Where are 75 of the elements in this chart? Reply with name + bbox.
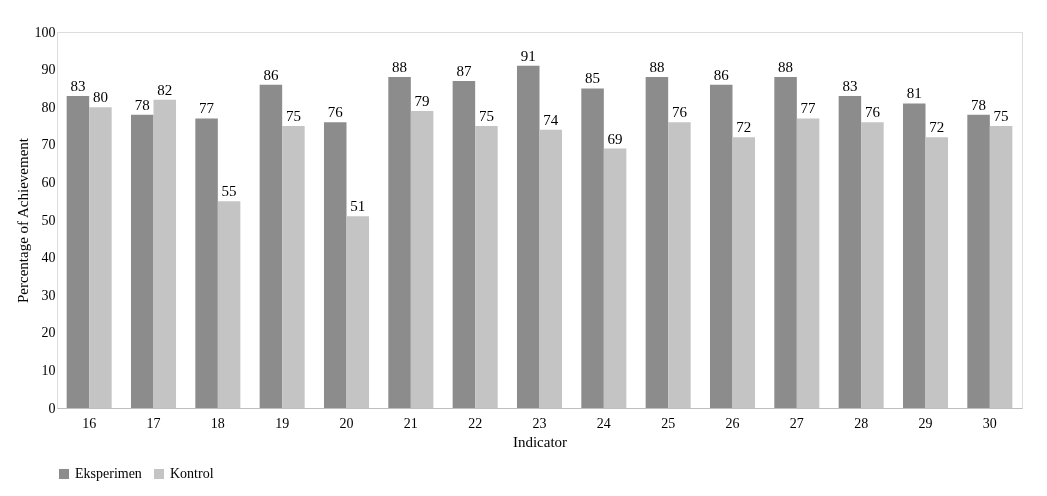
bar (516, 65, 540, 408)
legend-label: Kontrol (170, 466, 214, 481)
data-label: 87 (456, 62, 472, 79)
data-label: 86 (713, 66, 730, 83)
data-label: 55 (221, 183, 237, 200)
y-axis-title: Percentage of Achievement (14, 137, 31, 303)
y-tick-label: 60 (41, 174, 56, 190)
data-label: 75 (478, 108, 494, 124)
x-tick-label: 25 (661, 415, 676, 431)
data-label: 77 (199, 100, 215, 117)
data-label: 88 (649, 59, 665, 76)
x-tick-label: 17 (146, 415, 161, 431)
x-tick-label: 24 (596, 415, 611, 431)
x-tick-label: 18 (210, 415, 225, 431)
data-label: 88 (778, 59, 794, 76)
data-label: 72 (736, 119, 752, 136)
y-tick-label: 70 (41, 137, 56, 153)
x-tick-label: 23 (532, 415, 547, 431)
data-label: 83 (842, 77, 858, 94)
data-label: 86 (263, 66, 279, 83)
data-label: 88 (392, 59, 408, 76)
data-label: 91 (520, 47, 536, 64)
data-label: 69 (607, 130, 623, 147)
bar (130, 114, 154, 408)
bar (902, 103, 926, 408)
y-tick-label: 20 (41, 325, 56, 341)
bar (967, 114, 990, 408)
bar (259, 84, 283, 408)
data-label: 78 (134, 96, 150, 113)
data-label: 72 (929, 119, 945, 136)
data-label: 79 (414, 92, 430, 109)
x-tick-label: 21 (403, 415, 418, 431)
bar (66, 95, 90, 408)
bar (195, 118, 218, 408)
data-label: 51 (350, 198, 366, 215)
bar (838, 95, 862, 408)
y-tick-label: 0 (48, 400, 56, 416)
x-tick-label: 30 (982, 415, 997, 431)
y-tick-label: 100 (34, 24, 56, 40)
data-label: 75 (993, 108, 1009, 124)
x-tick-label: 26 (725, 415, 740, 431)
x-tick-label: 16 (82, 415, 97, 431)
bar (388, 77, 411, 408)
data-label: 76 (327, 104, 344, 121)
data-label: 75 (285, 108, 301, 124)
x-tick-label: 28 (854, 415, 869, 431)
bar (323, 122, 347, 408)
data-label: 83 (70, 77, 86, 94)
legend-label: Eksperimen (75, 466, 142, 481)
x-tick-label: 22 (468, 415, 483, 431)
bar (452, 80, 476, 408)
y-tick-label: 30 (41, 287, 56, 303)
data-label: 74 (543, 111, 559, 128)
data-label: 78 (971, 96, 987, 113)
data-label: 80 (92, 89, 108, 106)
data-label: 85 (585, 70, 601, 87)
data-label: 82 (157, 81, 173, 98)
x-tick-label: 29 (918, 415, 933, 431)
bar (774, 77, 797, 408)
x-tick-label: 20 (339, 415, 354, 431)
data-label: 76 (671, 104, 688, 121)
data-label: 76 (864, 104, 881, 121)
bar (645, 77, 669, 408)
data-label: 77 (800, 100, 817, 117)
x-axis-title: Indicator (512, 433, 568, 450)
y-tick-label: 80 (41, 99, 56, 115)
x-tick-label: 19 (275, 415, 290, 431)
y-tick-label: 90 (41, 62, 56, 78)
y-tick-label: 10 (41, 362, 56, 378)
y-tick-label: 50 (41, 212, 56, 228)
x-tick-label: 27 (789, 415, 804, 431)
bar (581, 88, 604, 408)
y-tick-label: 40 (41, 250, 56, 266)
bar (709, 84, 733, 408)
data-label: 81 (906, 85, 922, 102)
